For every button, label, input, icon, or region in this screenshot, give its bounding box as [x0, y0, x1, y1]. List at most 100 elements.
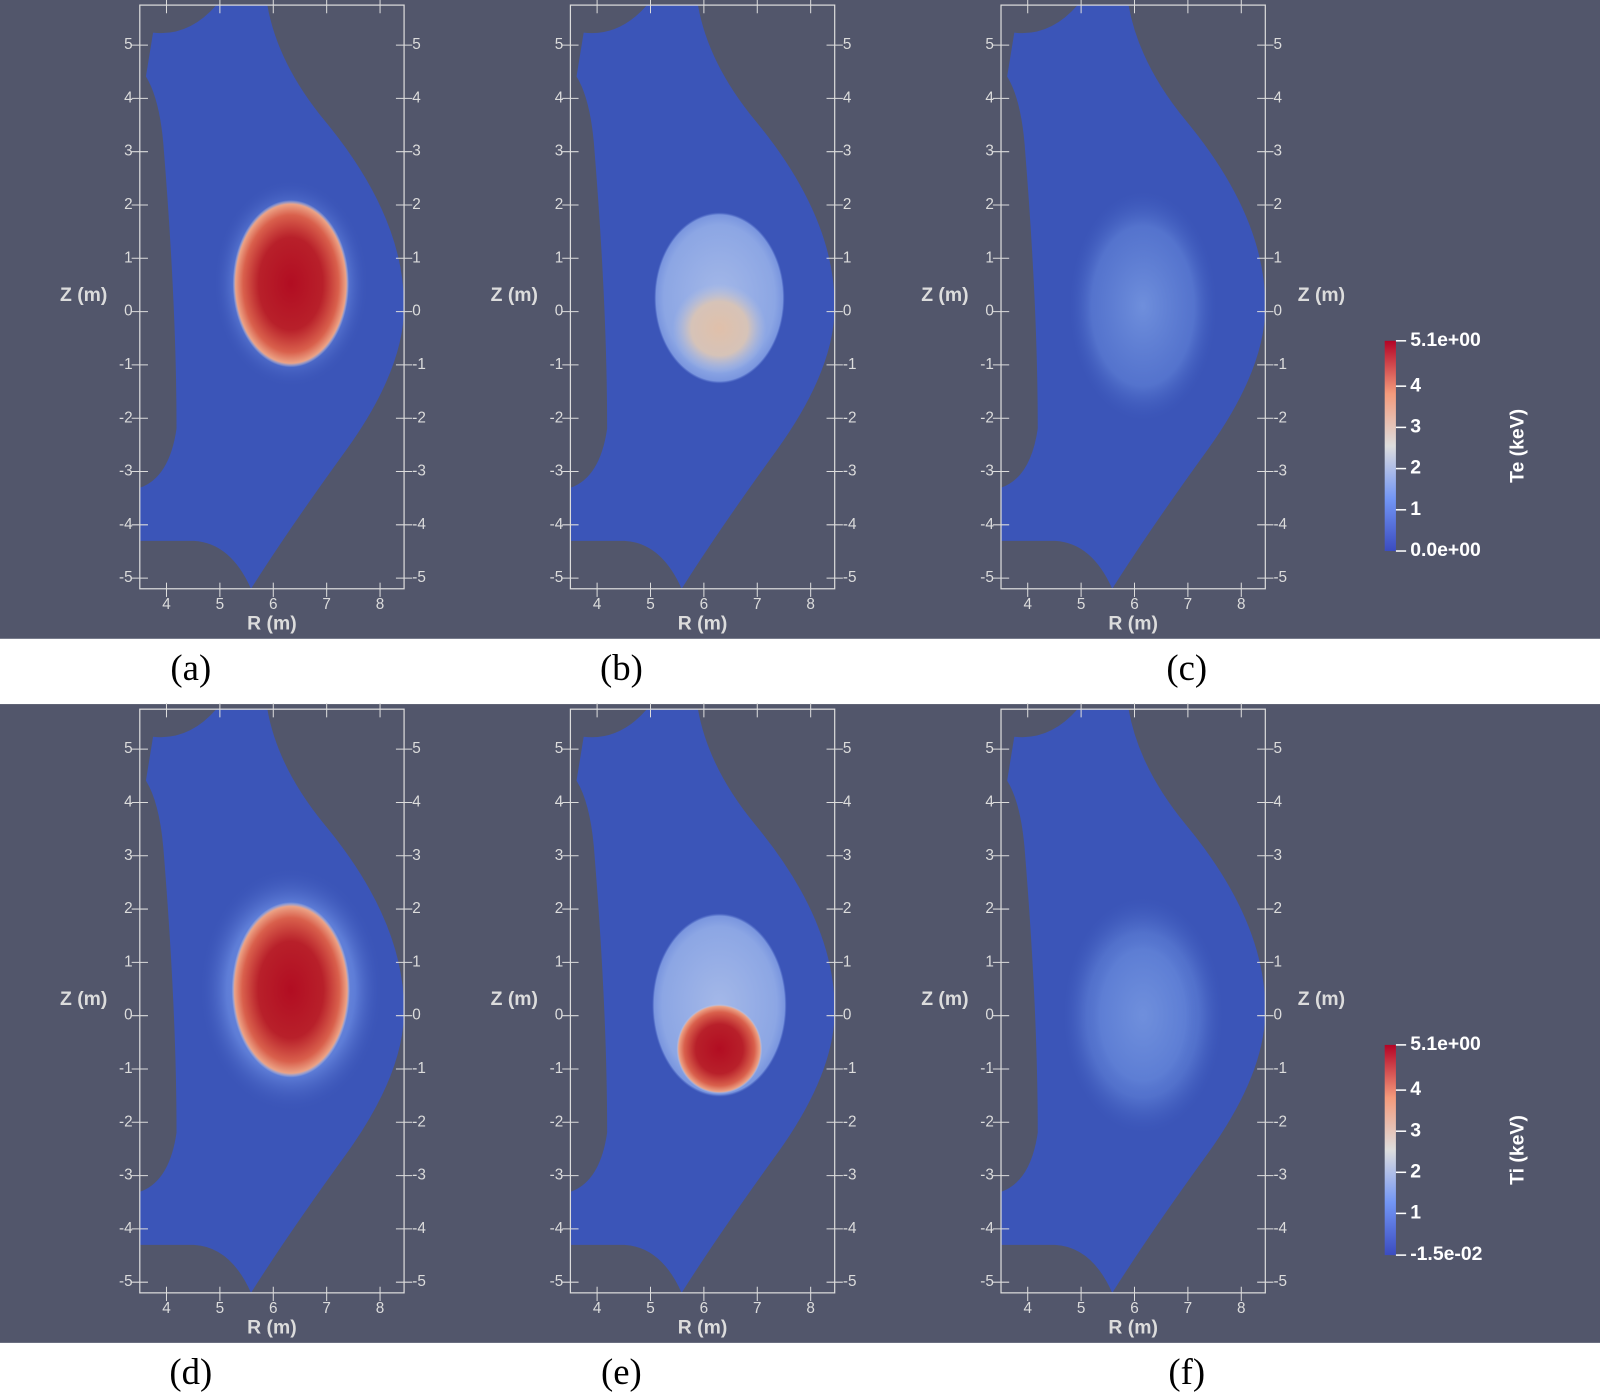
x-tick-label: 6 [269, 596, 278, 613]
y-tick-label: -5 [119, 1273, 133, 1290]
colorbar [1384, 340, 1396, 552]
x-tick-label: 7 [322, 1300, 331, 1317]
axes-box [569, 4, 836, 590]
y-tick-label: -5 [843, 1273, 857, 1290]
y-tick-label: -4 [412, 516, 426, 533]
y-tick-label: -2 [1273, 1113, 1287, 1130]
y-tick-label: -2 [1273, 409, 1287, 426]
colorbar-tick-label: 4 [1410, 1078, 1421, 1100]
y-tick-label: -4 [550, 1220, 564, 1237]
x-tick-label: 5 [1077, 1300, 1086, 1317]
y-tick-label: -5 [119, 569, 133, 586]
y-tick-label: 3 [1273, 847, 1282, 864]
y-tick-label: 4 [1273, 794, 1282, 811]
y-tick-label: 5 [124, 36, 133, 53]
x-tick-label: 5 [646, 596, 655, 613]
colorbar-tick-label: 1 [1410, 498, 1421, 520]
x-tick-label: 7 [753, 1300, 762, 1317]
y-tick-label: 5 [1273, 740, 1282, 757]
field-features [1063, 897, 1223, 1133]
y-tick-label: 5 [843, 36, 852, 53]
y-tick-label: 3 [124, 143, 133, 160]
y-tick-label: 0 [412, 303, 421, 320]
x-axis-label: R (m) [247, 613, 297, 635]
y-tick-label: 4 [412, 89, 421, 106]
axes-box [139, 4, 405, 590]
axes-box [1000, 708, 1266, 1294]
y-tick-label: -5 [550, 1273, 564, 1290]
y-tick-label: 2 [843, 900, 852, 917]
y-tick-label: -4 [550, 516, 564, 533]
colorbar-label: Ti (keV) [1506, 1115, 1528, 1185]
panel-caption: (b) [600, 647, 643, 688]
x-tick-label: 4 [593, 1300, 602, 1317]
x-axis-label: R (m) [678, 613, 728, 635]
x-tick-label: 5 [216, 1300, 225, 1317]
y-tick-label: 1 [124, 953, 133, 970]
panel-caption: (f) [1168, 1351, 1205, 1392]
y-tick-label: -1 [1273, 356, 1287, 373]
y-tick-label: 0 [555, 1007, 564, 1024]
x-tick-label: 6 [700, 1300, 709, 1317]
y-tick-label: -2 [550, 409, 564, 426]
y-tick-label: 3 [412, 847, 421, 864]
y-tick-label: -2 [843, 1113, 857, 1130]
y-tick-label: -3 [1273, 1167, 1287, 1184]
y-tick-label: 5 [555, 36, 564, 53]
y-tick-label: -3 [843, 1167, 857, 1184]
x-tick-label: 6 [269, 1300, 278, 1317]
x-tick-label: 5 [646, 1300, 655, 1317]
y-tick-label: 1 [1273, 953, 1282, 970]
y-tick-label: 0 [124, 1007, 133, 1024]
y-tick-label: 5 [412, 36, 421, 53]
y-tick-label: -4 [1273, 516, 1287, 533]
y-axis-label: Z (m) [921, 284, 968, 306]
colorbar-tick-label: 4 [1410, 374, 1421, 396]
y-tick-label: 2 [985, 196, 994, 213]
x-tick-label: 6 [1130, 1300, 1139, 1317]
x-tick-label: 6 [1130, 596, 1139, 613]
y-tick-label: -1 [550, 356, 564, 373]
y-tick-label: -2 [119, 1113, 133, 1130]
y-tick-label: -5 [843, 569, 857, 586]
y-tick-label: 0 [124, 303, 133, 320]
panel: 4 5 6 7 8 -5 -5 -4 -4 -3 -3 -2 -2 -1 -1 0 0 1 1 2 2 3 3 4 4 5 5 R (… [60, 703, 426, 1392]
y-tick-label: 3 [555, 847, 564, 864]
x-tick-label: 8 [376, 596, 385, 613]
y-tick-label: -4 [843, 1220, 857, 1237]
panel: 4 5 6 7 8 -5 -5 -4 -4 -3 -3 -2 -2 -1 -1 0 0 1 1 2 2 3 3 4 4 5 5 R (… [60, 0, 426, 688]
axes-box [139, 708, 405, 1294]
y-tick-label: 0 [1273, 303, 1282, 320]
y-tick-label: 5 [555, 740, 564, 757]
x-tick-label: 6 [700, 596, 709, 613]
y-tick-label: 5 [843, 740, 852, 757]
y-tick-label: -3 [412, 463, 426, 480]
y-tick-label: 2 [124, 196, 133, 213]
y-tick-label: 4 [843, 89, 852, 106]
panel-caption: (c) [1166, 647, 1207, 688]
y-tick-label: -4 [119, 1220, 133, 1237]
y-tick-label: -5 [980, 1273, 994, 1290]
y-tick-label: -4 [980, 1220, 994, 1237]
x-tick-label: 7 [322, 596, 331, 613]
y-tick-label: -1 [1273, 1060, 1287, 1077]
y-axis-label: Z (m) [921, 988, 968, 1010]
colorbar-tick-label: 2 [1410, 457, 1421, 479]
y-tick-label: -5 [412, 569, 426, 586]
y-tick-label: 3 [412, 143, 421, 160]
y-tick-label: -2 [412, 409, 426, 426]
y-tick-label: -5 [980, 569, 994, 586]
y-tick-label: -1 [980, 356, 994, 373]
y-tick-label: 1 [412, 953, 421, 970]
x-axis-label: R (m) [1108, 1317, 1158, 1339]
x-axis-label: R (m) [678, 1317, 728, 1339]
field-features [654, 212, 785, 384]
y-tick-label: 4 [1273, 89, 1282, 106]
y-tick-label: 1 [555, 249, 564, 266]
axes-box [1000, 4, 1266, 590]
x-axis-label: R (m) [247, 1317, 297, 1339]
colorbar-tick-label: 5.1e+00 [1410, 329, 1481, 351]
y-tick-label: 0 [412, 1007, 421, 1024]
y-tick-label: -4 [119, 516, 133, 533]
y-tick-label: 3 [985, 847, 994, 864]
